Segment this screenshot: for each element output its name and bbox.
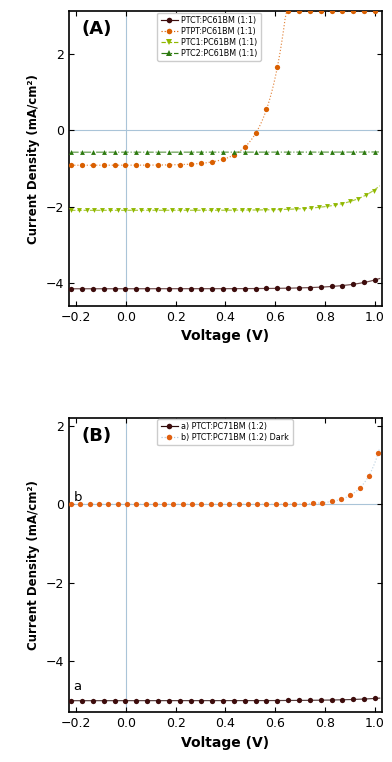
Legend: PTCT:PC61BM (1:1), PTPT:PC61BM (1:1), PTC1:PC61BM (1:1), PTC2:PC61BM (1:1): PTCT:PC61BM (1:1), PTPT:PC61BM (1:1), PT… [157, 12, 261, 61]
Y-axis label: Current Density (mA/cm²): Current Density (mA/cm²) [27, 74, 40, 244]
Text: (B): (B) [81, 427, 111, 445]
Text: (A): (A) [81, 21, 111, 38]
Text: b: b [74, 491, 82, 504]
X-axis label: Voltage (V): Voltage (V) [181, 329, 269, 344]
Text: a: a [74, 680, 82, 693]
X-axis label: Voltage (V): Voltage (V) [181, 736, 269, 750]
Legend: a) PTCT:PC71BM (1:2), b) PTCT:PC71BM (1:2) Dark: a) PTCT:PC71BM (1:2), b) PTCT:PC71BM (1:… [157, 419, 292, 446]
Y-axis label: Current Density (mA/cm²): Current Density (mA/cm²) [27, 480, 40, 650]
